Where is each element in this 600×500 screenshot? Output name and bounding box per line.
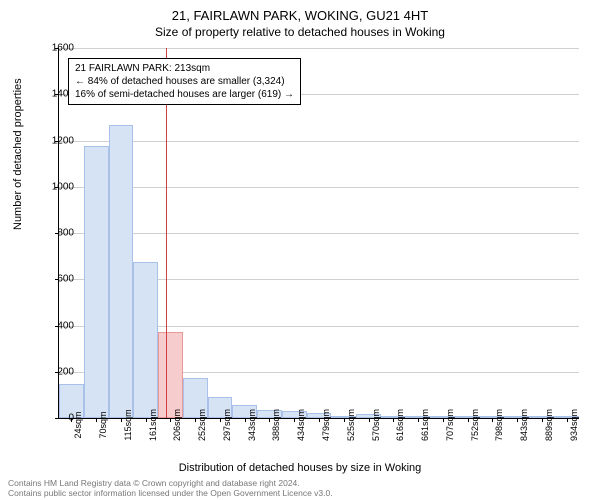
y-axis-label: Number of detached properties	[12, 78, 24, 230]
histogram-bar	[133, 262, 158, 418]
ytick-label: 600	[44, 274, 74, 285]
chart-title: 21, FAIRLAWN PARK, WOKING, GU21 4HT	[0, 0, 600, 23]
histogram-bar	[158, 332, 183, 418]
gridline	[59, 187, 579, 188]
gridline	[59, 141, 579, 142]
xtick-label: 752sqm	[470, 409, 480, 441]
xtick-label: 843sqm	[519, 409, 529, 441]
ytick-label: 400	[44, 320, 74, 331]
info-box: 21 FAIRLAWN PARK: 213sqm← 84% of detache…	[68, 58, 301, 105]
ytick-label: 800	[44, 228, 74, 239]
xtick-label: 388sqm	[271, 409, 281, 441]
xtick-label: 434sqm	[296, 409, 306, 441]
ytick-label: 1600	[44, 43, 74, 54]
ytick-label: 1200	[44, 135, 74, 146]
ytick-label: 0	[44, 413, 74, 424]
xtick-label: 934sqm	[569, 409, 579, 441]
xtick-mark	[344, 418, 345, 422]
xtick-label: 115sqm	[123, 409, 133, 440]
chart-subtitle: Size of property relative to detached ho…	[0, 23, 600, 39]
xtick-label: 297sqm	[222, 409, 232, 441]
ytick-label: 200	[44, 366, 74, 377]
ytick-label: 1000	[44, 181, 74, 192]
footer-line-1: Contains HM Land Registry data © Crown c…	[8, 478, 333, 488]
xtick-mark	[542, 418, 543, 422]
xtick-mark	[468, 418, 469, 422]
gridline	[59, 233, 579, 234]
xtick-mark	[121, 418, 122, 422]
xtick-label: 661sqm	[420, 409, 430, 441]
xtick-label: 798sqm	[494, 409, 504, 441]
xtick-label: 570sqm	[371, 409, 381, 441]
xtick-label: 525sqm	[346, 409, 356, 441]
xtick-mark	[245, 418, 246, 422]
histogram-bar	[84, 146, 109, 418]
xtick-mark	[567, 418, 568, 422]
xtick-mark	[146, 418, 147, 422]
footer-attribution: Contains HM Land Registry data © Crown c…	[8, 478, 333, 498]
xtick-label: 252sqm	[197, 409, 207, 441]
gridline	[59, 48, 579, 49]
xtick-mark	[220, 418, 221, 422]
info-box-line: 21 FAIRLAWN PARK: 213sqm	[75, 62, 294, 75]
x-axis-label: Distribution of detached houses by size …	[0, 462, 600, 474]
xtick-mark	[517, 418, 518, 422]
xtick-mark	[319, 418, 320, 422]
xtick-label: 206sqm	[172, 409, 182, 441]
xtick-label: 343sqm	[247, 409, 257, 441]
xtick-mark	[369, 418, 370, 422]
footer-line-2: Contains public sector information licen…	[8, 488, 333, 498]
info-box-line: ← 84% of detached houses are smaller (3,…	[75, 75, 294, 88]
xtick-mark	[96, 418, 97, 422]
xtick-label: 616sqm	[395, 409, 405, 441]
xtick-label: 24sqm	[73, 411, 83, 438]
info-box-line: 16% of semi-detached houses are larger (…	[75, 88, 294, 101]
xtick-label: 161sqm	[148, 409, 158, 441]
xtick-label: 889sqm	[544, 409, 554, 441]
histogram-bar	[109, 125, 134, 418]
xtick-mark	[418, 418, 419, 422]
xtick-label: 479sqm	[321, 409, 331, 441]
xtick-label: 70sqm	[98, 411, 108, 438]
xtick-mark	[443, 418, 444, 422]
xtick-label: 707sqm	[445, 409, 455, 441]
